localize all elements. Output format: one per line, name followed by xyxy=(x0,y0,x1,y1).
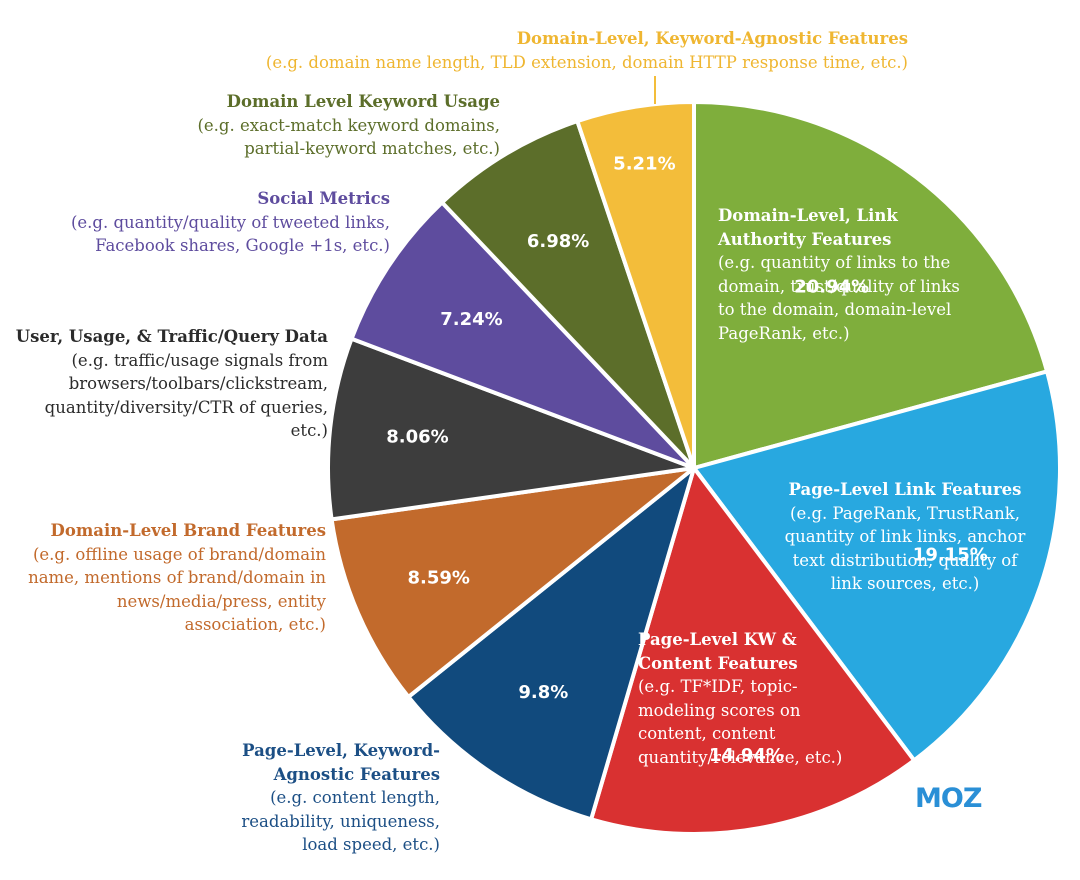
label-domain-keyword-agnostic-title: Domain-Level, Keyword-Agnostic Features xyxy=(516,29,908,48)
slice-percent-label: 8.06% xyxy=(386,426,448,447)
pie-slice xyxy=(329,466,696,699)
label-domain-link-authority-desc: (e.g. quantity of links to the domain, t… xyxy=(718,253,960,343)
label-domain-keyword-desc: (e.g. exact-match keyword domains, parti… xyxy=(197,115,500,159)
label-user-traffic-desc: (e.g. traffic/usage signals from browser… xyxy=(44,350,328,441)
slice-percent-label: 14.94% xyxy=(709,745,784,766)
label-domain-keyword: Domain Level Keyword Usage (e.g. exact-m… xyxy=(160,90,500,161)
label-domain-keyword-agnostic: Domain-Level, Keyword-Agnostic Features … xyxy=(200,27,908,74)
label-user-traffic-title: User, Usage, & Traffic/Query Data xyxy=(15,327,328,346)
label-social: Social Metrics (e.g. quantity/quality of… xyxy=(40,187,390,258)
slice-percent-label: 8.59% xyxy=(407,567,469,588)
label-page-kw-content-desc: (e.g. TF*IDF, topic-modeling scores on c… xyxy=(638,677,843,767)
label-brand-desc: (e.g. offline usage of brand/domain name… xyxy=(28,544,326,635)
label-page-link: Page-Level Link Features (e.g. PageRank,… xyxy=(780,478,1030,596)
label-user-traffic: User, Usage, & Traffic/Query Data (e.g. … xyxy=(8,325,328,443)
pie-slice xyxy=(575,100,696,470)
label-social-title: Social Metrics xyxy=(257,189,390,208)
slice-percent-label: 20.94% xyxy=(794,277,869,298)
slice-percent-label: 9.8% xyxy=(518,682,568,703)
slice-percent-label: 19.15% xyxy=(913,545,988,566)
label-page-link-title: Page-Level Link Features xyxy=(788,480,1022,499)
label-domain-keyword-agnostic-desc: (e.g. domain name length, TLD extension,… xyxy=(265,52,908,72)
label-social-desc: (e.g. quantity/quality of tweeted links,… xyxy=(70,212,390,256)
pie-slice xyxy=(326,336,696,522)
pie-slice xyxy=(692,369,1062,763)
label-page-keyword-agnostic-desc: (e.g. content length, readability, uniqu… xyxy=(241,788,440,854)
label-page-keyword-agnostic: Page-Level, Keyword-Agnostic Features (e… xyxy=(218,739,440,857)
pie-slice xyxy=(406,466,696,822)
label-page-kw-content-title: Page-Level KW & Content Features xyxy=(638,630,798,673)
label-page-keyword-agnostic-title: Page-Level, Keyword-Agnostic Features xyxy=(242,741,440,784)
label-domain-keyword-title: Domain Level Keyword Usage xyxy=(226,92,500,111)
label-brand: Domain-Level Brand Features (e.g. offlin… xyxy=(18,519,326,637)
label-page-kw-content: Page-Level KW & Content Features (e.g. T… xyxy=(638,628,860,769)
label-page-link-desc: (e.g. PageRank, TrustRank, quantity of l… xyxy=(784,503,1026,594)
label-domain-link-authority: Domain-Level, Link Authority Features (e… xyxy=(718,204,978,345)
label-domain-link-authority-title: Domain-Level, Link Authority Features xyxy=(718,206,898,249)
pie-slice xyxy=(589,466,917,836)
pie-slice xyxy=(349,200,696,470)
moz-logo: MOZ xyxy=(915,783,982,814)
pie-slice xyxy=(692,100,1050,470)
slice-percent-label: 6.98% xyxy=(527,231,589,252)
slice-percent-label: 7.24% xyxy=(440,309,502,330)
label-brand-title: Domain-Level Brand Features xyxy=(50,521,326,540)
pie-slice xyxy=(440,119,696,470)
slice-percent-label: 5.21% xyxy=(613,154,675,175)
